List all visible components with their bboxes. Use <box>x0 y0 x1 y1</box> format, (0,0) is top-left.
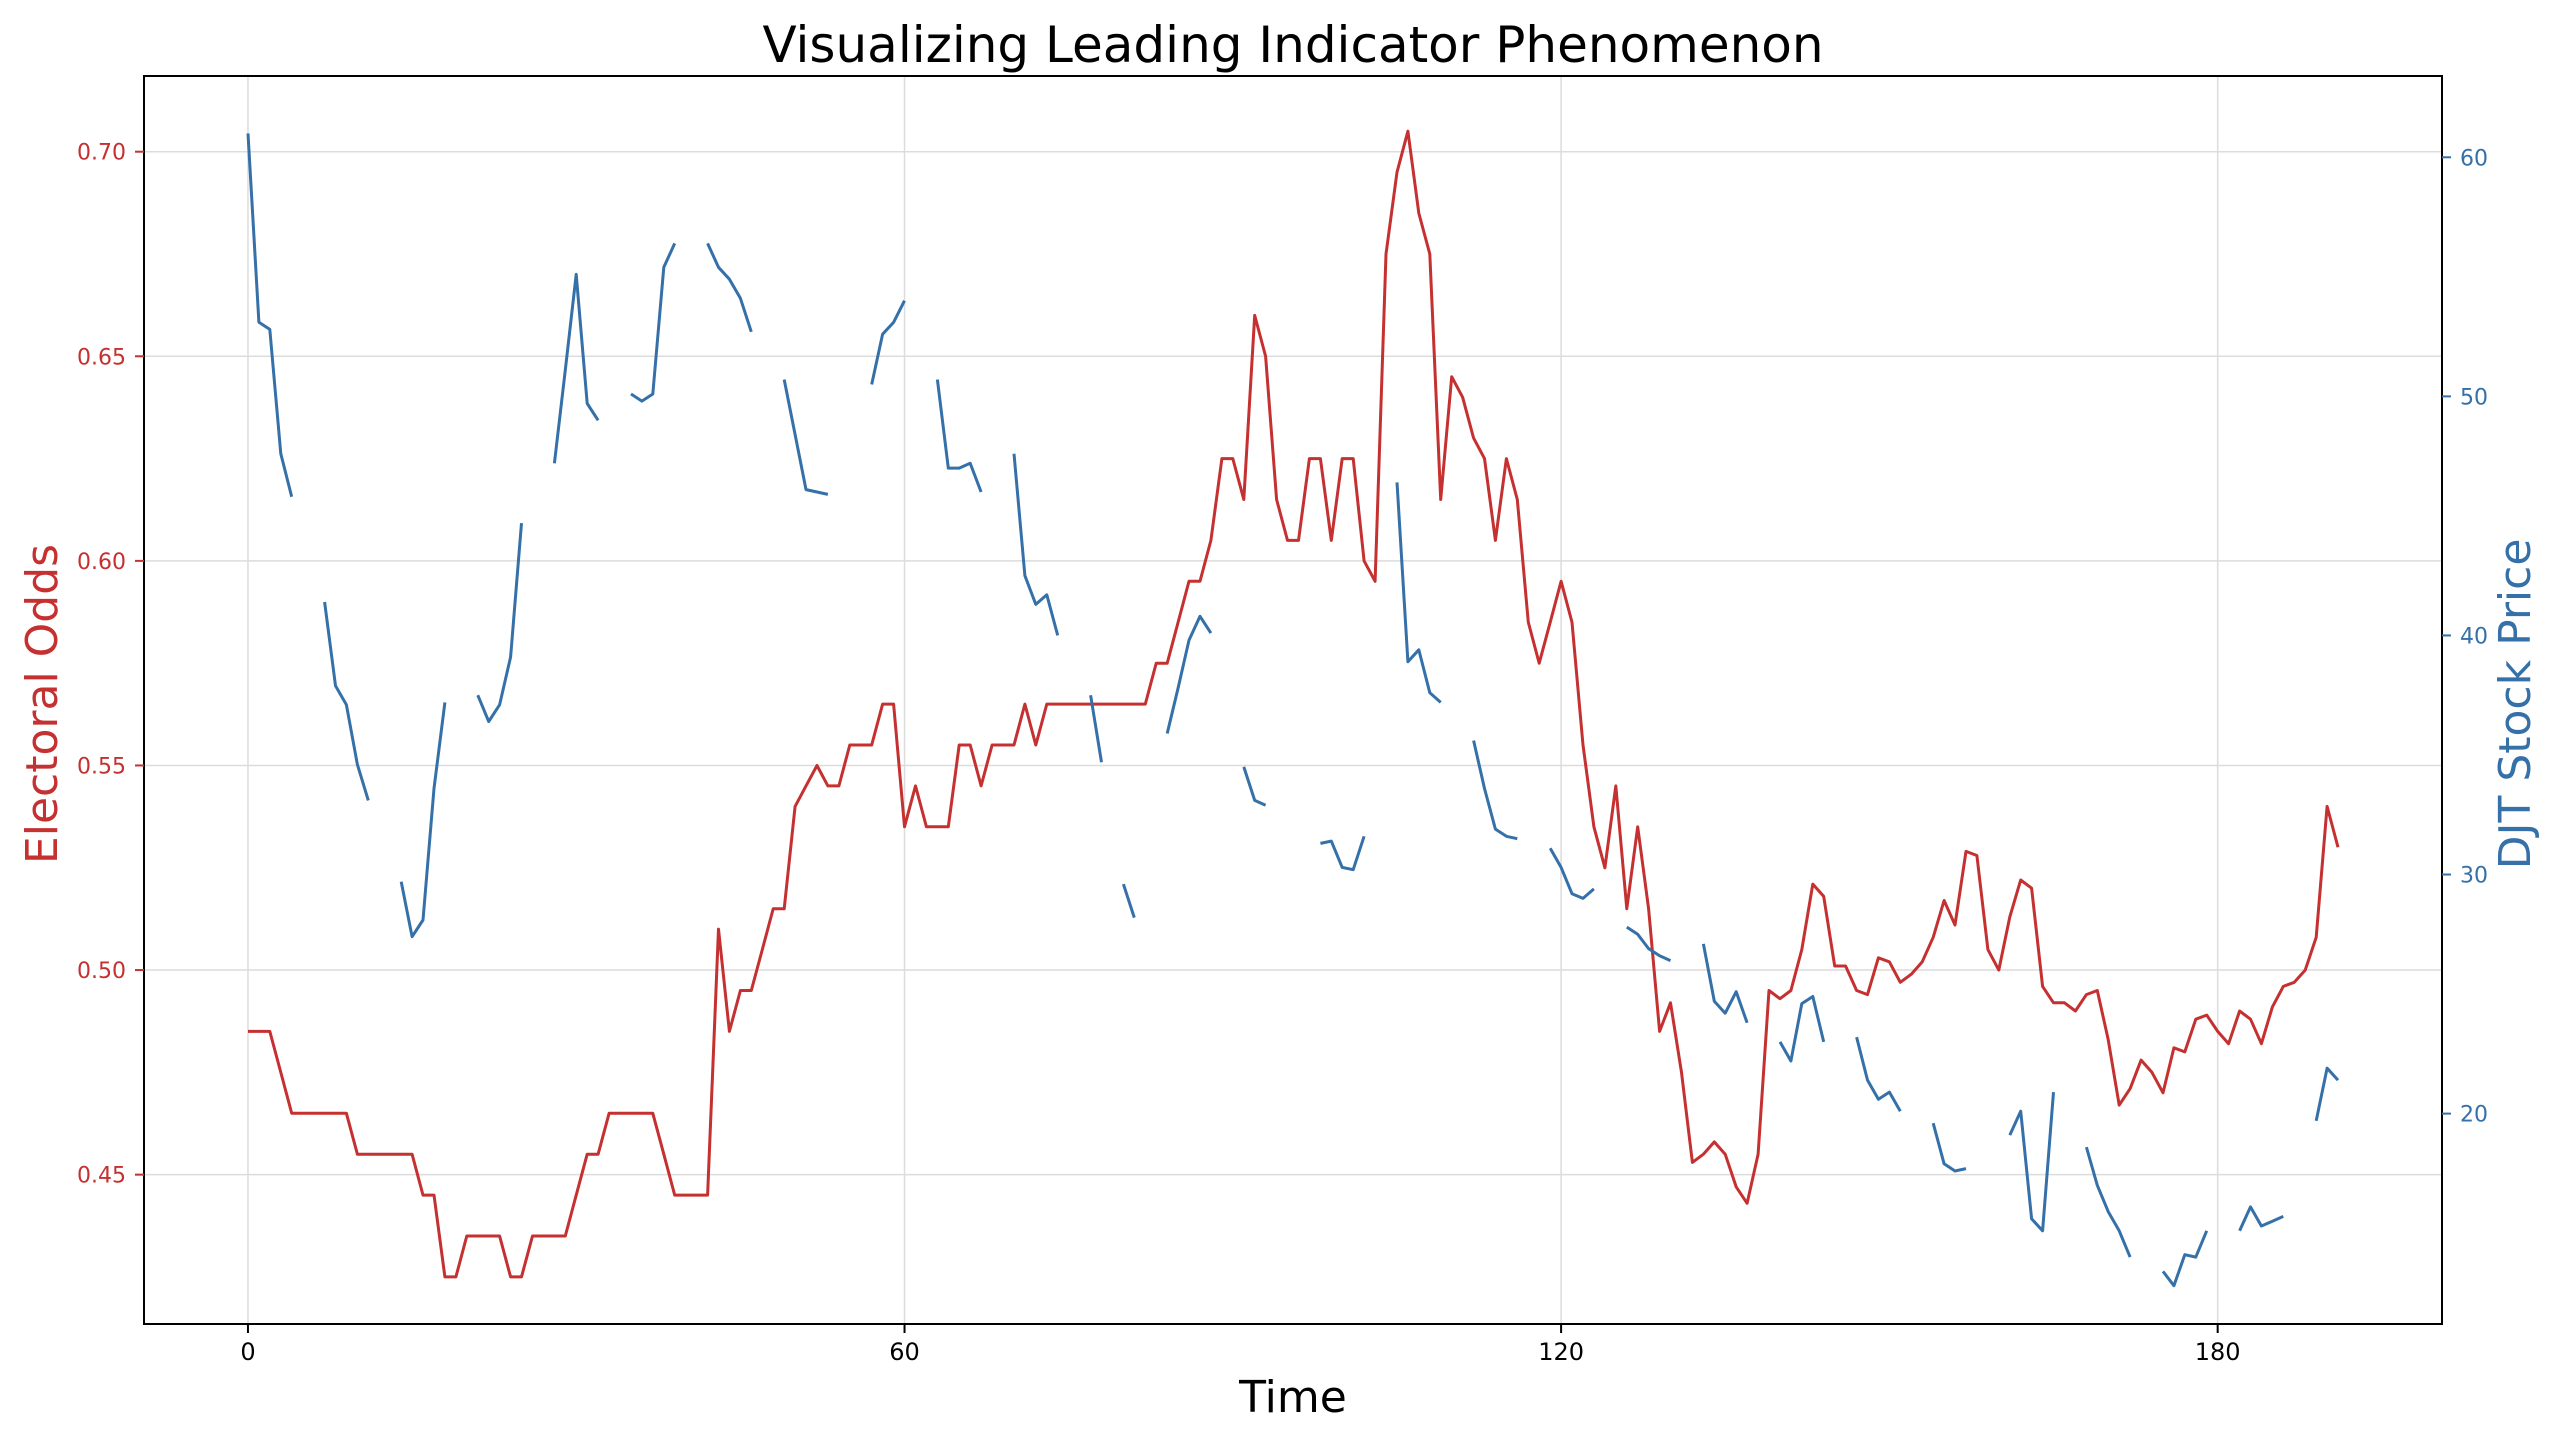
series-layer <box>246 129 2340 1288</box>
stock-series-segment <box>1165 614 1213 734</box>
stock-series-segment <box>399 702 447 939</box>
stock-series-segment <box>1012 453 1060 636</box>
chart-title: Visualizing Leading Indicator Phenomenon <box>762 16 1823 74</box>
stock-series-segment <box>935 379 983 493</box>
y-right-tick-label: 30 <box>2460 864 2488 889</box>
stock-series-segment <box>2161 1230 2209 1288</box>
y-axis-left-label: Electoral Odds <box>17 544 68 864</box>
x-tick-label: 60 <box>889 1338 920 1366</box>
x-axis-label: Time <box>1238 1372 1347 1423</box>
y-left-tick-label: 0.55 <box>77 754 126 779</box>
x-tick-label: 120 <box>1538 1338 1584 1366</box>
x-tick-label: 180 <box>2195 1338 2241 1366</box>
stock-series-segment <box>476 522 523 723</box>
stock-series-segment <box>1242 766 1267 807</box>
stock-series-segment <box>630 242 677 403</box>
stock-series-segment <box>2008 1091 2055 1233</box>
stock-series-segment <box>323 601 370 801</box>
y-right-tick-label: 20 <box>2460 1103 2488 1128</box>
stock-series-segment <box>1855 1036 1902 1112</box>
stock-series-segment <box>1395 482 1442 704</box>
stock-series-segment <box>1625 925 1672 962</box>
grid-layer <box>144 76 2442 1324</box>
x-tick-label: 0 <box>240 1338 255 1366</box>
y-left-tick-label: 0.50 <box>77 959 126 984</box>
stock-series-segment <box>1089 694 1103 763</box>
y-left-tick-label: 0.70 <box>77 141 126 166</box>
plot-frame <box>143 75 2443 1325</box>
stock-series-segment <box>1320 835 1366 872</box>
stock-series-segment <box>1778 995 1826 1063</box>
stock-series-segment <box>2314 1066 2340 1122</box>
y-left-tick-label: 0.60 <box>77 550 126 575</box>
stock-series-segment <box>782 379 829 496</box>
stock-series-segment <box>246 133 294 498</box>
stock-series-segment <box>552 272 600 464</box>
y-axis-right-label: DJT Stock Price <box>2490 539 2541 870</box>
stock-series-segment <box>2084 1146 2132 1258</box>
stock-series-segment <box>706 242 753 333</box>
stock-series-segment <box>2238 1205 2284 1232</box>
odds-series-line <box>248 129 2340 1279</box>
y-right-tick-label: 50 <box>2460 385 2488 410</box>
stock-series-segment <box>1548 847 1595 900</box>
stock-series-segment <box>870 300 906 385</box>
y-left-tick-label: 0.65 <box>77 345 126 370</box>
stock-series-segment <box>1931 1122 1967 1173</box>
ticks-layer: 0 60 120 180 0.45 0.50 0.55 0.60 0.65 0.70 20 30 40 5… <box>77 141 2488 1366</box>
stock-series-segment <box>1121 883 1136 919</box>
y-right-tick-label: 60 <box>2460 146 2488 171</box>
y-left-tick-label: 0.45 <box>77 1164 126 1189</box>
y-right-tick-label: 40 <box>2460 624 2488 649</box>
stock-series-segment <box>1701 943 1749 1024</box>
stock-series-segment <box>1472 740 1518 841</box>
